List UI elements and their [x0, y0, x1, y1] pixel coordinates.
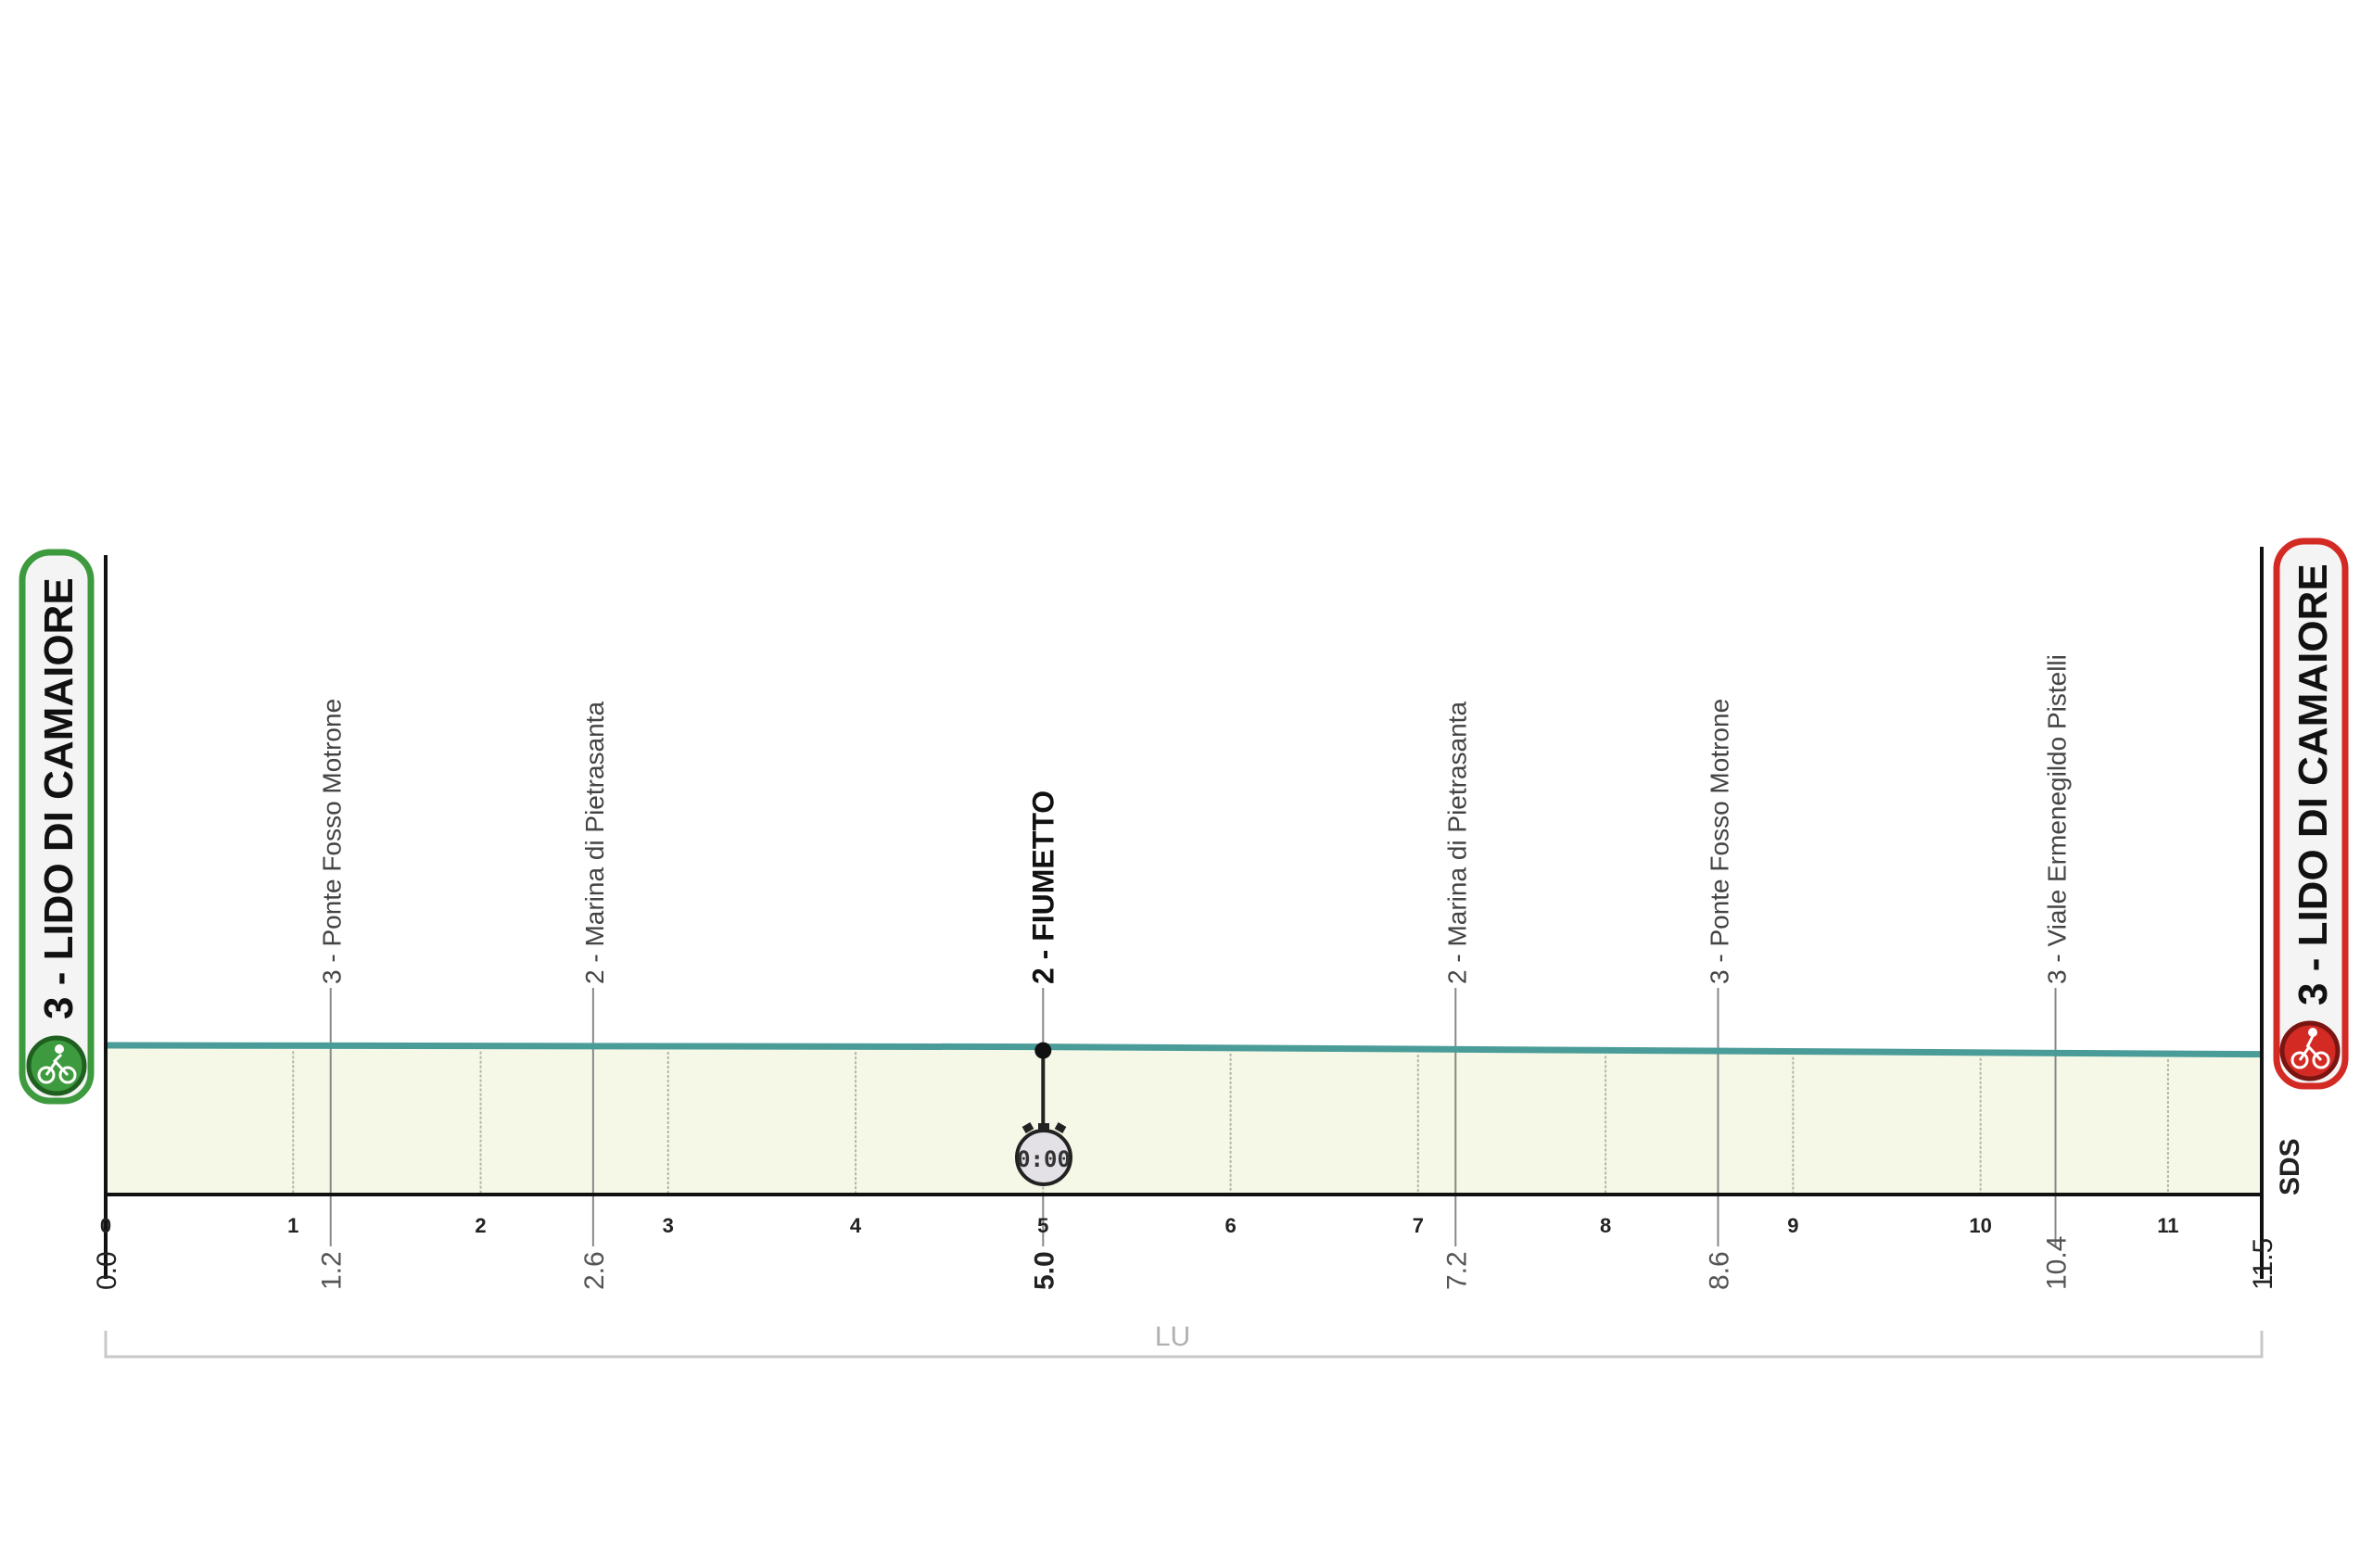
- intermediate-timing-marker: [1034, 1042, 1052, 1059]
- timing-label: 0:00: [1017, 1146, 1071, 1172]
- distance-label: 0.0: [92, 1251, 122, 1290]
- distance-label: 7.2: [1441, 1251, 1472, 1290]
- x-tick-label: 1: [287, 1214, 298, 1237]
- start-label: 3 - LIDO DI CAMAIORE: [36, 577, 82, 1019]
- x-tick-label: 3: [663, 1214, 674, 1237]
- point-label: 3 - Viale Ermenegildo Pistelli: [2043, 654, 2072, 984]
- distance-label: 2.6: [579, 1251, 610, 1290]
- x-tick-label: 0: [100, 1214, 111, 1237]
- distance-label: 5.0: [1029, 1251, 1059, 1290]
- finish-badge: 3 - LIDO DI CAMAIORE: [2273, 537, 2349, 1090]
- finish-label: 3 - LIDO DI CAMAIORE: [2290, 563, 2336, 1005]
- stopwatch-icon: 0:00: [1015, 1122, 1072, 1186]
- x-tick-label: 5: [1037, 1214, 1048, 1237]
- distance-label: 11.5: [2248, 1238, 2278, 1290]
- profile-area: [106, 1045, 2262, 1195]
- point-label: 3 - Ponte Fosso Motrone: [318, 699, 347, 984]
- x-tick-label: 8: [1600, 1214, 1611, 1237]
- start-cyclist-icon: [26, 1035, 87, 1096]
- point-label: 3 - Ponte Fosso Motrone: [1705, 699, 1733, 984]
- x-tick-label: 6: [1224, 1214, 1236, 1237]
- distance-label: 8.6: [1704, 1251, 1734, 1290]
- point-label: 2 - Marina di Pietrasanta: [580, 702, 609, 984]
- x-tick-label: 10: [1969, 1214, 1991, 1237]
- x-tick-label: 11: [2157, 1214, 2178, 1237]
- point-label: 2 - FIUMETTO: [1026, 790, 1059, 984]
- province-label: LU: [1155, 1321, 1190, 1352]
- distance-label: 1.2: [317, 1251, 348, 1290]
- finish-cyclist-icon: [2279, 1020, 2341, 1081]
- province-bracket: [104, 1331, 2264, 1359]
- distance-label: 10.4: [2042, 1236, 2073, 1290]
- x-tick-label: 4: [850, 1214, 862, 1237]
- start-badge: 3 - LIDO DI CAMAIORE: [19, 549, 95, 1105]
- point-label: 2 - Marina di Pietrasanta: [1442, 702, 1471, 984]
- x-tick-label: 2: [475, 1214, 486, 1237]
- x-tick-label: 7: [1413, 1214, 1424, 1237]
- x-tick-label: 9: [1787, 1214, 1798, 1237]
- brand-logo: SDS: [2275, 1138, 2305, 1195]
